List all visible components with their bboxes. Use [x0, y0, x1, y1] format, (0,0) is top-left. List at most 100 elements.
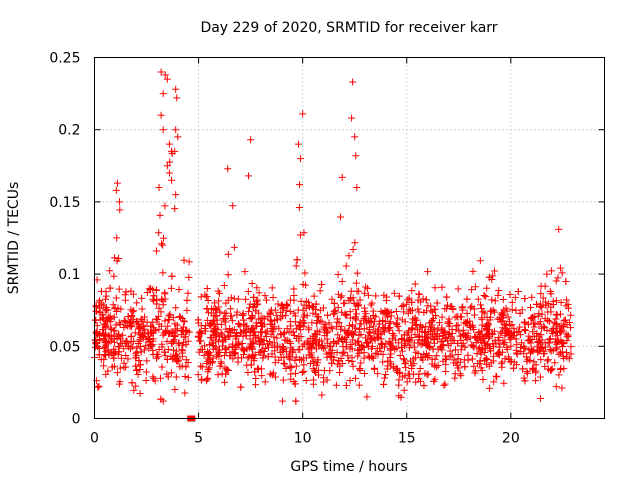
data-point — [494, 336, 502, 344]
data-point — [507, 342, 515, 350]
data-point — [165, 140, 173, 148]
data-point — [361, 369, 369, 377]
data-point — [185, 258, 193, 266]
data-point — [120, 359, 128, 367]
data-point — [330, 310, 338, 318]
data-point — [348, 345, 356, 353]
data-point — [516, 323, 524, 331]
data-point — [454, 321, 462, 329]
data-point — [490, 352, 498, 360]
data-point — [342, 262, 350, 270]
data-point — [318, 343, 326, 351]
data-point — [222, 299, 230, 307]
data-point — [264, 343, 272, 351]
data-point — [233, 308, 241, 316]
data-point — [567, 311, 575, 319]
data-point — [234, 320, 242, 328]
data-point — [362, 283, 370, 291]
data-point — [378, 340, 386, 348]
data-point — [544, 356, 552, 364]
data-point — [288, 346, 296, 354]
data-point — [390, 289, 398, 297]
data-point — [297, 356, 305, 364]
data-point — [157, 111, 165, 119]
data-point — [295, 140, 302, 148]
data-point — [343, 311, 351, 319]
data-point — [144, 334, 152, 342]
data-point — [178, 315, 186, 323]
data-point — [161, 71, 169, 79]
data-point — [143, 357, 151, 365]
data-point — [266, 309, 274, 317]
data-point — [471, 283, 479, 291]
data-point — [346, 308, 354, 316]
data-point — [95, 382, 103, 390]
data-point — [436, 319, 444, 327]
data-point — [226, 333, 234, 341]
data-point — [412, 321, 420, 329]
data-point — [313, 319, 321, 327]
data-point — [506, 335, 514, 343]
data-point — [172, 126, 180, 134]
data-point — [164, 345, 172, 353]
data-point — [546, 335, 554, 343]
data-point — [308, 302, 316, 310]
data-point — [352, 279, 360, 287]
data-point — [155, 229, 163, 237]
data-point — [348, 114, 356, 122]
data-point — [333, 348, 341, 356]
data-point — [547, 308, 555, 316]
data-point — [440, 327, 448, 335]
data-point — [438, 313, 446, 321]
data-point — [103, 339, 111, 347]
data-point — [234, 340, 242, 348]
data-point — [128, 379, 136, 387]
data-point — [552, 329, 560, 337]
data-point — [323, 329, 331, 337]
data-point — [523, 357, 531, 365]
data-point — [282, 311, 290, 319]
data-point — [546, 366, 554, 374]
data-point — [469, 267, 477, 275]
data-point — [433, 330, 441, 338]
data-point — [527, 339, 535, 347]
data-point — [368, 335, 376, 343]
data-point — [204, 368, 212, 376]
data-point — [384, 357, 392, 365]
data-point — [366, 334, 374, 342]
data-point — [430, 305, 438, 313]
data-point — [106, 267, 114, 275]
data-point — [245, 304, 253, 312]
data-point — [279, 376, 287, 384]
data-point — [292, 353, 300, 361]
data-point — [99, 325, 107, 333]
data-point — [495, 286, 503, 294]
data-point — [399, 301, 407, 309]
data-point — [305, 351, 313, 359]
data-point — [204, 296, 212, 304]
x-axis-label: GPS time / hours — [290, 459, 407, 475]
data-point — [528, 347, 536, 355]
data-point — [456, 370, 464, 378]
data-point — [512, 335, 520, 343]
data-point — [158, 343, 166, 351]
data-point — [332, 381, 340, 389]
data-point — [342, 343, 350, 351]
data-point — [275, 324, 283, 332]
data-point — [160, 234, 168, 242]
data-point — [377, 335, 385, 343]
data-point — [152, 327, 160, 335]
data-point — [553, 344, 561, 352]
data-point — [559, 323, 567, 331]
data-point — [551, 338, 559, 346]
data-point — [379, 350, 387, 358]
data-point — [543, 270, 551, 278]
data-point — [510, 358, 518, 366]
data-point — [95, 344, 103, 352]
data-point — [181, 372, 189, 380]
data-point — [441, 305, 449, 313]
data-point — [164, 322, 172, 330]
data-point — [431, 362, 439, 370]
x-tick-label: 20 — [502, 431, 520, 447]
data-point — [213, 332, 221, 340]
